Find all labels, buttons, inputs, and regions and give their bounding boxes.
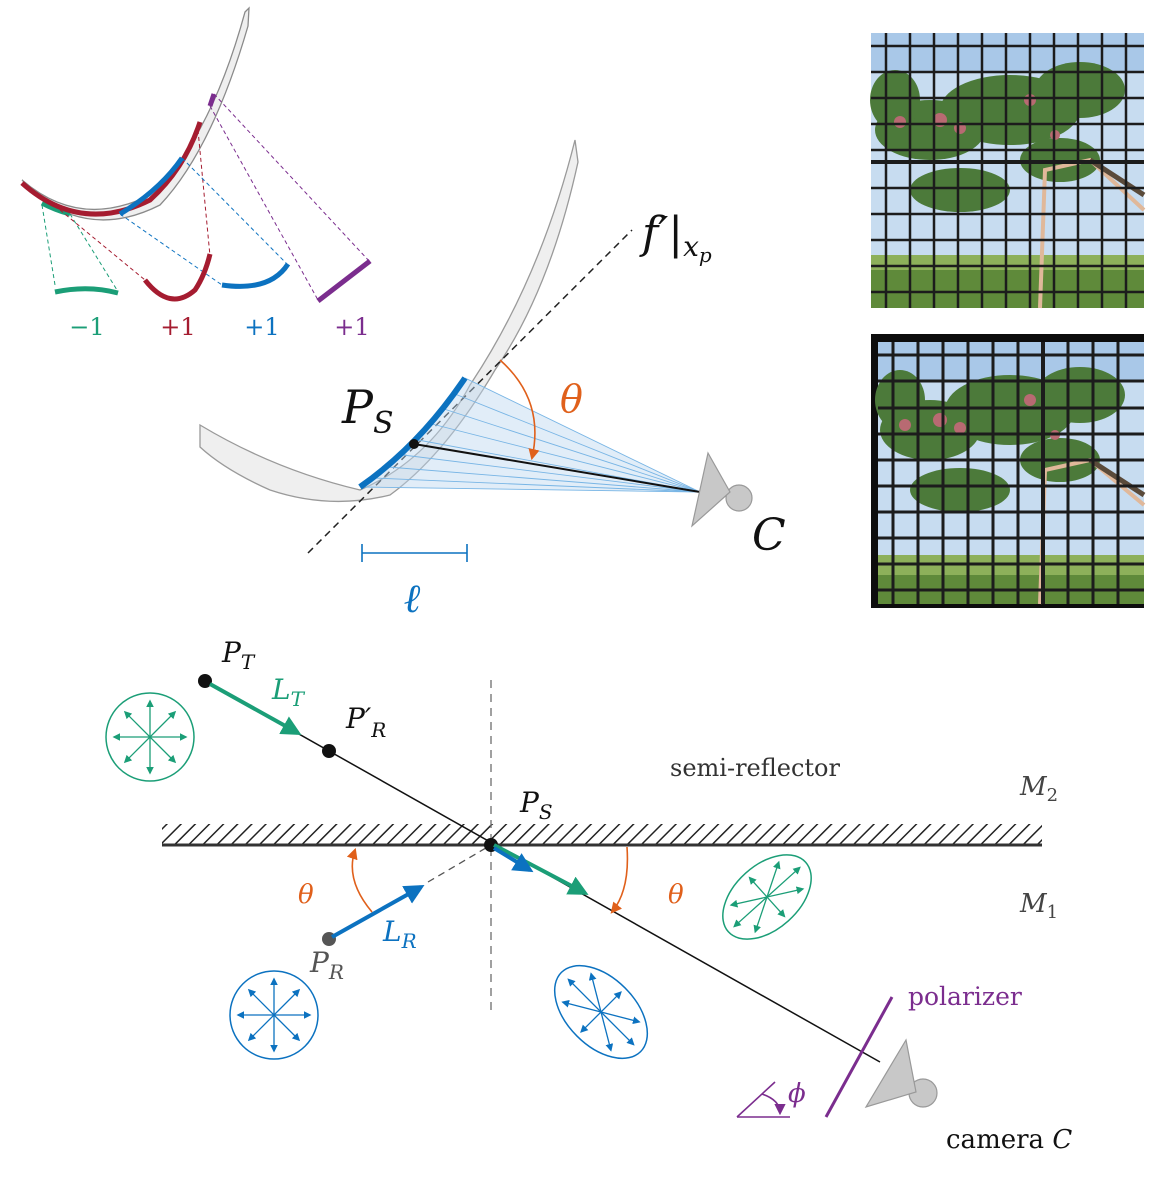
camera-body [691,451,731,528]
point-ps-dot [409,439,419,449]
theta-arc-left [346,847,373,913]
inset-projection-line [41,204,56,286]
inset-label-plus-one-purple: +1 [334,313,369,341]
point-pt [198,674,212,688]
lr-out-vector [492,846,534,873]
fence-grid [878,342,1144,604]
semi-reflector-hatching [162,824,1042,844]
phi-label: ϕ [788,1079,806,1109]
polarization-circle-green [105,692,195,782]
semi-reflector-label: semi-reflector [670,754,840,782]
inset-blue-image [221,262,291,289]
inset-projection-line [119,213,223,286]
inset-purple-segment [207,93,217,107]
inset-curved-mirror-diagram: −1 +1 +1 +1 [20,6,372,341]
photo-bottom [871,334,1146,608]
inset-label-plus-one-crimson: +1 [160,313,195,341]
lr-vector [331,885,425,939]
polarization-ellipse-blue [553,964,649,1060]
inset-blue-segment [118,156,185,217]
theta-label-left: θ [298,880,314,910]
inset-projection-line [209,105,319,301]
camera-upper [691,451,753,528]
point-ps-label: PS [341,380,394,441]
reflected-ray-extension [427,844,492,883]
inset-projection-line [197,129,211,257]
theta-arc-right [610,846,629,914]
pr-label: PR [309,946,344,984]
focal-axis-line [307,229,633,554]
inset-green-segment [40,200,71,217]
inset-projection-line [59,209,146,281]
ray-fan-lines [359,377,701,493]
pt-label: PT [221,636,256,674]
camera-label-lower: camera C [946,1125,1072,1155]
inset-green-image [54,286,119,296]
camera-body [864,1038,917,1109]
polarizer-label: polarizer [908,982,1022,1011]
polarization-circle-blue [229,970,319,1060]
fence-grid [871,33,1144,308]
theta-label-right: θ [668,880,684,910]
m1-label: M1 [1019,889,1058,923]
inset-projection-line [213,93,371,263]
lr-label: LR [382,915,417,953]
lower-reflection-diagram: θ θ PT LT P′R PS PR LR semi-reflector M2… [105,636,1072,1155]
inset-label-plus-one-blue: +1 [244,313,279,341]
point-pr-prime [322,744,336,758]
length-label: ℓ [404,576,421,622]
theta-angle-arc [499,359,540,461]
inset-purple-image [316,259,372,303]
lt-out-vector [493,843,589,895]
lt-label: LT [271,673,306,711]
polarizer-filter [824,996,894,1118]
inset-crimson-image [143,253,213,302]
ray-fan [360,378,700,492]
lt-vector [209,682,302,735]
inset-label-minus-one: −1 [69,313,104,341]
inset-projection-line [69,213,118,291]
m2-label: M2 [1019,772,1058,806]
phi-angle-indicator [736,1081,790,1118]
camera-lower [864,1038,938,1109]
upper-mirror-diagram: θ C PS f′|xp ℓ [199,139,786,622]
focal-label: f′|xp [639,208,712,267]
inset-crimson-segment [20,121,203,217]
theta-label: θ [560,377,583,421]
reflective-segment [358,376,468,490]
length-bracket [361,544,468,562]
ps-label: PS [519,786,553,824]
principal-ray [413,443,701,493]
curved-mirror [199,139,579,503]
inset-projection-line [181,157,289,266]
photo-top [870,33,1146,309]
camera-label-c: C [752,510,786,561]
polarization-ellipse-green [722,854,812,940]
camera-lens [725,484,753,512]
pr-prime-label: P′R [345,702,386,742]
